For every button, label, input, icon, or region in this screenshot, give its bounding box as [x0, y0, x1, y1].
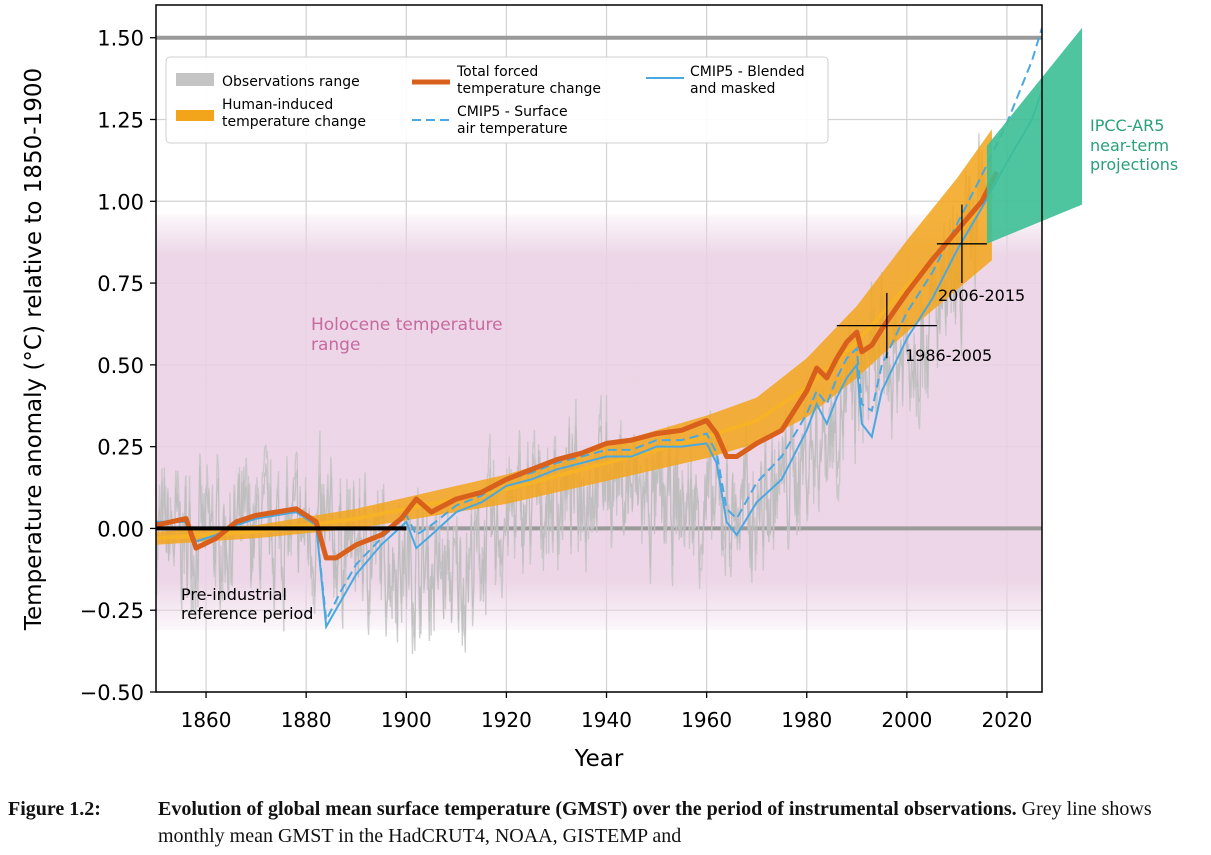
legend: Observations range Human-induced tempera…: [165, 56, 829, 144]
legend-swatch-observations: [176, 73, 214, 86]
y-tick-label: 0.75: [97, 272, 144, 296]
legend-label-total-forced-line2: temperature change: [457, 81, 601, 97]
x-tick-label: 1900: [381, 708, 432, 732]
caption-figure-number: Figure 1.2:: [8, 798, 101, 820]
holocene-label-line1: Holocene temperature: [311, 315, 503, 335]
legend-label-cmip5-surface-line2: air temperature: [457, 121, 568, 137]
caption-title: Evolution of global mean surface tempera…: [158, 798, 1017, 820]
observations-line: [156, 160, 993, 638]
total-forced-line: [156, 170, 1000, 561]
figure-caption: Figure 1.2: Evolution of global mean sur…: [8, 796, 1203, 850]
period-1986-2005-label: 1986-2005: [905, 346, 992, 365]
y-tick-label: 1.00: [97, 190, 144, 214]
gmst-chart: 1860 1880 1900 1920 1940 1960 1980 2000 2020 −0.5…: [21, 4, 1178, 772]
human-induced-line: [156, 193, 994, 541]
period-crosshairs: [836, 204, 987, 359]
legend-swatch-human-induced: [176, 110, 214, 121]
x-tick-label: 2020: [982, 708, 1033, 732]
ipcc-label-line3: projections: [1090, 155, 1178, 174]
legend-label-human-induced-line2: temperature change: [222, 114, 366, 130]
y-tick-label: −0.50: [80, 681, 144, 705]
legend-label-human-induced-line1: Human-induced: [222, 97, 333, 113]
x-tick-label: 1880: [281, 708, 332, 732]
observations-range: [156, 133, 993, 655]
caption-body: Evolution of global mean surface tempera…: [158, 796, 1203, 850]
x-tick-label: 1980: [781, 708, 832, 732]
ipcc-label-line1: IPCC-AR5: [1090, 116, 1164, 135]
x-tick-label: 1860: [181, 708, 232, 732]
y-tick-label: 0.50: [97, 354, 144, 378]
preindustrial-label-line2: reference period: [181, 604, 313, 623]
plot-frame: [155, 4, 1043, 693]
x-tick-label: 2000: [881, 708, 932, 732]
ipcc-projection-band: [986, 27, 1082, 244]
legend-label-total-forced-line1: Total forced: [456, 64, 538, 80]
y-tick-label: 0.00: [97, 517, 144, 541]
axis-ticks: 1860 1880 1900 1920 1940 1960 1980 2000 2020 −0.5…: [80, 27, 1033, 732]
y-tick-label: −0.25: [80, 599, 144, 623]
legend-label-cmip5-blended-line2: and masked: [690, 81, 775, 97]
legend-label-observations: Observations range: [222, 74, 360, 90]
y-tick-label: 0.25: [97, 436, 144, 460]
human-induced-band: [156, 129, 992, 545]
x-tick-label: 1920: [481, 708, 532, 732]
period-2006-2015-label: 2006-2015: [938, 286, 1025, 305]
preindustrial-label-line1: Pre-industrial: [181, 585, 287, 604]
legend-label-cmip5-blended-line1: CMIP5 - Blended: [690, 64, 805, 80]
x-axis-label: Year: [574, 746, 624, 772]
x-tick-label: 1960: [681, 708, 732, 732]
cmip5-blended-line: [156, 89, 1042, 630]
y-axis-label: Temperature anomaly (°C) relative to 185…: [21, 68, 47, 631]
caption-text: Grey line shows monthly mean GMST in the…: [158, 798, 1152, 847]
ipcc-label-line2: near-term: [1090, 136, 1169, 155]
x-tick-label: 1940: [581, 708, 632, 732]
y-tick-label: 1.25: [97, 109, 144, 133]
y-tick-label: 1.50: [97, 27, 144, 51]
legend-label-cmip5-surface-line1: CMIP5 - Surface: [457, 104, 568, 120]
holocene-label-line2: range: [311, 335, 360, 355]
